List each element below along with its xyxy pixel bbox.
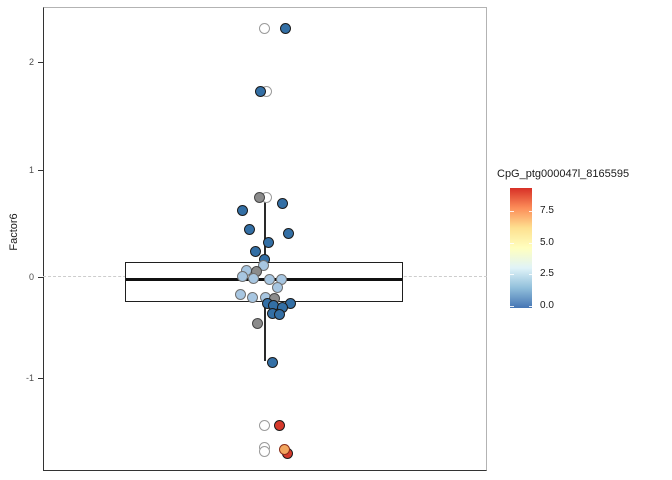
- whisker-lower: [264, 302, 266, 361]
- legend-colorbar-tick: [510, 274, 514, 275]
- y-tick-mark: [38, 277, 43, 278]
- data-point: [262, 236, 274, 248]
- data-point: [273, 308, 285, 320]
- legend-colorbar-tick: [528, 243, 532, 244]
- data-point: [273, 419, 285, 431]
- y-tick-mark: [38, 62, 43, 63]
- legend-colorbar-tick: [528, 211, 532, 212]
- data-point: [249, 245, 261, 257]
- data-point: [258, 419, 270, 431]
- data-point: [282, 227, 294, 239]
- legend-colorbar-tick: [528, 274, 532, 275]
- y-axis-title: Factor6: [8, 213, 20, 251]
- data-point: [258, 22, 270, 34]
- data-point: [254, 85, 266, 97]
- data-point: [271, 281, 283, 293]
- legend-colorbar: [510, 188, 532, 308]
- data-point: [266, 356, 278, 368]
- legend-tick-label: 7.5: [540, 205, 554, 216]
- legend-title: CpG_ptg000047l_8165595: [497, 168, 630, 180]
- legend-colorbar-tick: [510, 243, 514, 244]
- data-point: [258, 445, 270, 457]
- data-point: [234, 288, 246, 300]
- data-point: [236, 270, 248, 282]
- data-point: [276, 197, 288, 209]
- data-point: [246, 291, 258, 303]
- y-tick-mark: [38, 170, 43, 171]
- data-point: [263, 273, 275, 285]
- legend-colorbar-tick: [528, 306, 532, 307]
- y-tick-label: 1: [28, 165, 34, 175]
- y-tick-mark: [38, 378, 43, 379]
- data-point: [279, 22, 291, 34]
- y-tick-label: 0: [28, 272, 34, 282]
- plot-panel: [43, 7, 487, 471]
- data-point: [257, 259, 269, 271]
- legend-colorbar-tick: [510, 306, 514, 307]
- data-point: [247, 272, 259, 284]
- whisker-upper: [264, 198, 266, 262]
- legend-tick-label: 0.0: [540, 300, 554, 311]
- legend-tick-label: 5.0: [540, 237, 554, 248]
- data-point: [253, 191, 265, 203]
- y-tick-label: -1: [25, 373, 34, 383]
- data-point: [236, 204, 248, 216]
- data-point: [251, 317, 263, 329]
- data-point: [278, 443, 290, 455]
- data-point: [243, 223, 255, 235]
- legend-colorbar-tick: [510, 211, 514, 212]
- y-tick-label: 2: [28, 57, 34, 67]
- legend-tick-label: 2.5: [540, 268, 554, 279]
